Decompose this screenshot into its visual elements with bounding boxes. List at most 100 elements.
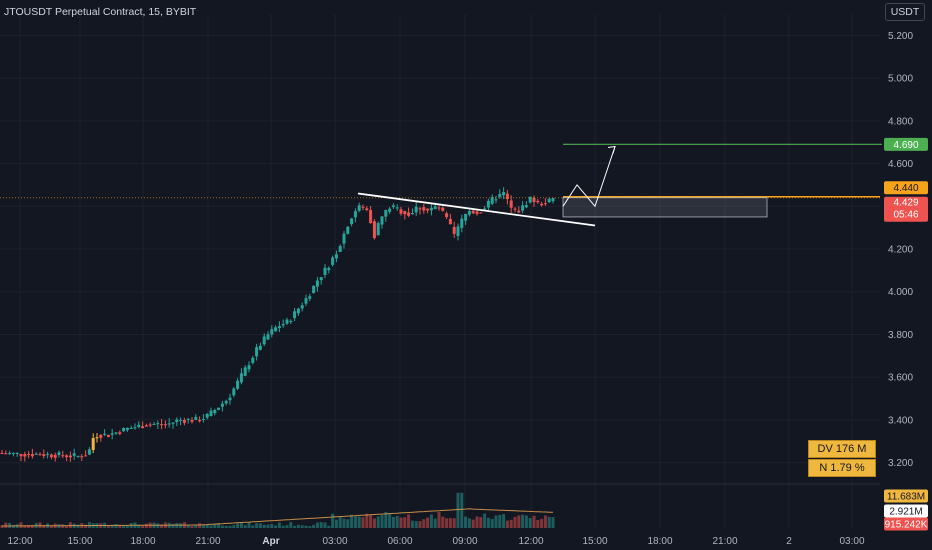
volume-bar [87, 522, 91, 528]
volume-bar [186, 525, 190, 528]
candle-body [532, 197, 536, 203]
volume-bar [49, 525, 53, 528]
candle-body [232, 388, 236, 396]
volume-bar [376, 516, 380, 528]
candle-body [61, 455, 65, 457]
candle-body [365, 208, 369, 211]
volume-bar [232, 525, 236, 528]
candle-body [258, 345, 262, 350]
candle-body [331, 257, 335, 265]
candle-body [103, 433, 107, 435]
volume-bar [528, 518, 532, 528]
candle-body [99, 434, 103, 438]
candle-body [391, 205, 395, 207]
candle-body [194, 416, 198, 420]
candle-body [464, 213, 468, 221]
candle-body [357, 205, 361, 211]
candle-body [46, 453, 50, 455]
volume-bar [338, 517, 342, 528]
volume-bar [23, 525, 27, 528]
volume-bar [11, 525, 15, 528]
volume-bar [84, 524, 88, 528]
y-tick-label: 5.000 [888, 74, 913, 85]
volume-bar [445, 518, 449, 528]
y-tick-label: 3.600 [888, 373, 913, 384]
volume-bar [4, 522, 8, 528]
volume-bar [205, 524, 209, 528]
candle-body [281, 324, 285, 326]
target-price-label-bg [884, 137, 928, 151]
candle-body [517, 210, 521, 213]
volume-bar [384, 512, 388, 528]
candle-body [251, 357, 255, 363]
volume-bar [266, 524, 270, 528]
candle-body [350, 218, 354, 225]
volume-bar [171, 523, 175, 528]
volume-bar [38, 522, 42, 528]
candle-body [426, 208, 430, 211]
candle-body [505, 193, 509, 200]
candle-body [342, 233, 346, 244]
candle-body [543, 203, 547, 205]
projection-path [562, 146, 616, 208]
candle-body [467, 211, 471, 215]
y-tick-label: 4.000 [888, 287, 913, 298]
candle-body [152, 424, 156, 426]
candle-body [0, 453, 4, 455]
volume-bar [262, 524, 266, 528]
volume-bar [247, 522, 251, 528]
x-tick-label: 21:00 [195, 536, 220, 547]
n-info-box: N 1.79 % [808, 459, 876, 477]
candle-body [42, 454, 46, 457]
candle-body [19, 454, 23, 457]
candle-body [285, 319, 289, 324]
candle-body [551, 198, 555, 202]
volume-bar [471, 519, 475, 528]
candle-body [110, 433, 114, 435]
candle-body [129, 427, 133, 429]
candle-body [490, 197, 494, 204]
volume-bar [281, 525, 285, 528]
volume-bar [198, 523, 202, 528]
candle-body [429, 207, 433, 211]
volume-bar [399, 517, 403, 528]
candle-body [160, 424, 164, 426]
candle-body [236, 380, 240, 389]
volume-bar [76, 524, 80, 528]
y-tick-label: 3.200 [888, 458, 913, 469]
candle-body [498, 193, 502, 197]
volume-bar [308, 526, 312, 528]
candle-body [205, 413, 209, 418]
volume-bar [429, 514, 433, 528]
candle-body [65, 455, 69, 458]
candle-body [296, 308, 300, 314]
volume-bar [502, 514, 506, 528]
volume-bar [30, 525, 34, 528]
candle-body [403, 210, 407, 215]
x-tick-label: 15:00 [582, 536, 607, 547]
candle-body [57, 452, 61, 456]
volume-bar [357, 516, 361, 528]
volume-bar [312, 524, 316, 528]
volume-bar [255, 523, 259, 528]
candle-body [95, 437, 99, 439]
trendline [357, 192, 596, 227]
volume-bar [509, 519, 513, 528]
candle-body [38, 454, 42, 456]
volume-bar [414, 521, 418, 528]
candle-body [182, 419, 186, 423]
candle-body [414, 206, 418, 213]
candle-body [30, 454, 34, 457]
candle-body [228, 397, 232, 401]
currency-button[interactable]: USDT [885, 3, 925, 21]
x-tick-label: 2 [786, 536, 792, 547]
volume-bar [144, 523, 148, 528]
volume-bar [441, 516, 445, 528]
candle-body [334, 254, 338, 259]
candle-body [509, 200, 513, 208]
candle-body [80, 456, 84, 458]
volume-bar [543, 515, 547, 528]
candle-body [293, 311, 297, 319]
candle-body [91, 438, 95, 450]
